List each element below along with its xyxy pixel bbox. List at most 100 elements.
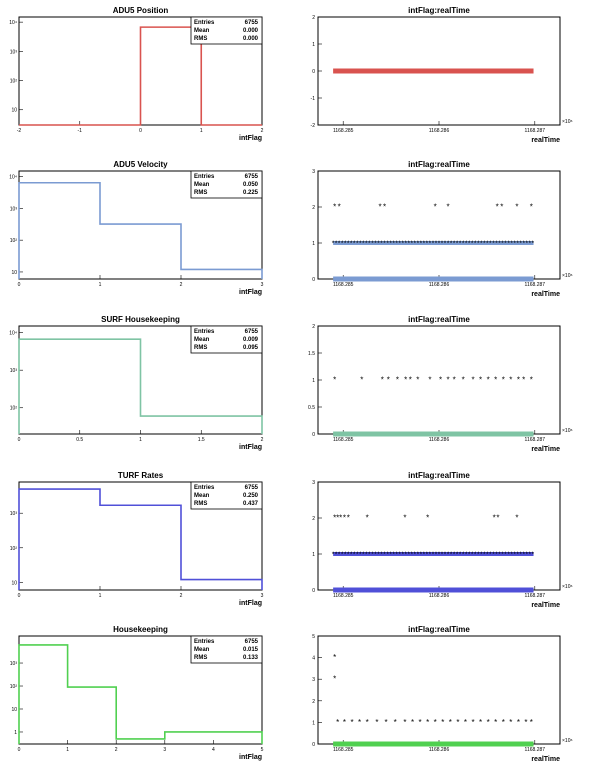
- y-tick-label: 10³: [10, 368, 18, 374]
- y-tick-label: 1: [14, 730, 17, 736]
- stats-value: 0.437: [243, 501, 259, 507]
- scatter-point: *: [522, 241, 525, 248]
- scatter-point: *: [383, 552, 386, 559]
- scatter-point: *: [439, 376, 442, 385]
- scatter-point: *: [489, 552, 492, 559]
- scatter-point: *: [471, 241, 474, 248]
- y-tick-label: 10³: [10, 49, 18, 55]
- y-tick-label: 10²: [10, 238, 18, 244]
- y-tick-label: 1: [312, 720, 315, 726]
- stats-value: 0.225: [243, 190, 259, 196]
- scatter-point: *: [530, 203, 533, 212]
- dense-points-band-zero: [333, 68, 534, 74]
- scatter-point: *: [343, 718, 346, 727]
- scatter-point: *: [504, 552, 507, 559]
- y-tick-label: 0: [312, 69, 315, 75]
- y-tick-label: 3: [312, 677, 315, 683]
- scatter-point: *: [515, 203, 518, 212]
- y-tick-label: 10²: [10, 406, 18, 412]
- stats-label: Entries: [194, 329, 215, 335]
- scatter-point: *: [525, 241, 528, 248]
- scatter-point: *: [380, 241, 383, 248]
- x-tick-label: 1168.287: [525, 437, 546, 443]
- scatter-frame: [317, 170, 561, 280]
- scatter-point: *: [401, 552, 404, 559]
- scatter-point: *: [495, 241, 498, 248]
- scatter-point: *: [383, 203, 386, 212]
- histogram-bars: [18, 338, 263, 434]
- scatter-point: *: [416, 552, 419, 559]
- scatter-point: *: [365, 241, 368, 248]
- stats-label: Entries: [194, 639, 215, 645]
- scatter-point: *: [343, 514, 346, 523]
- scatter-x-label: realTime: [531, 137, 560, 144]
- scatter-point: *: [480, 241, 483, 248]
- stats-label: Mean: [194, 337, 210, 343]
- x-tick-label: 3: [261, 282, 264, 288]
- y-tick-label: -2: [311, 123, 316, 129]
- scatter-point: *: [493, 514, 496, 523]
- y-tick-label: 3: [312, 169, 315, 175]
- x-tick-label: 1168.285: [333, 128, 354, 134]
- scatter-point: *: [394, 718, 397, 727]
- scatter-point: *: [502, 376, 505, 385]
- scatter-point: *: [453, 552, 456, 559]
- stats-box: [190, 635, 263, 664]
- scatter-point: *: [531, 241, 534, 248]
- scatter-x-label: realTime: [531, 602, 560, 609]
- y-tick-label: 2: [312, 699, 315, 705]
- x-tick-label: 4: [212, 747, 215, 753]
- scatter-point: *: [474, 552, 477, 559]
- scatter-point: *: [385, 718, 388, 727]
- stats-box: [190, 170, 263, 199]
- scatter-point: *: [347, 514, 350, 523]
- scatter-point: *: [465, 241, 468, 248]
- scatter-point: *: [362, 552, 365, 559]
- y-tick-label: 1: [312, 378, 315, 384]
- scatter-point: *: [362, 241, 365, 248]
- scatter-point: *: [525, 552, 528, 559]
- scatter-point: *: [444, 552, 447, 559]
- scatter-point: *: [395, 241, 398, 248]
- scatter-point: *: [429, 241, 432, 248]
- histogram-panel: TURF Rates 0 1 2 3 10 10² 10³ Entries 6755 Mean 0.2…: [10, 471, 264, 607]
- scatter-point: *: [339, 514, 342, 523]
- scatter-point: *: [441, 718, 444, 727]
- scatter-point: *: [531, 552, 534, 559]
- scatter-point: *: [404, 376, 407, 385]
- histogram-panel: ADU5 Velocity 0 1 2 3 10 10² 10³ 10⁴ Entries 6755 M…: [9, 160, 263, 296]
- scatter-point: *: [496, 203, 499, 212]
- scatter-point: *: [338, 552, 341, 559]
- scatter-point: *: [435, 241, 438, 248]
- scatter-point: *: [347, 552, 350, 559]
- scatter-point: *: [375, 718, 378, 727]
- scatter-point: *: [487, 718, 490, 727]
- x-tick-label: 1: [200, 128, 203, 134]
- stats-label: Mean: [194, 28, 210, 34]
- y-tick-label: 10²: [10, 79, 18, 85]
- scatter-point: *: [501, 552, 504, 559]
- dense-points-band-zero: [333, 431, 534, 437]
- y-tick-label: 2: [312, 205, 315, 211]
- scatter-point: *: [389, 241, 392, 248]
- x-tick-label: 1: [139, 437, 142, 443]
- scatter-point: *: [426, 514, 429, 523]
- scatter-point: *: [344, 241, 347, 248]
- y-tick-label: 10³: [10, 661, 18, 667]
- scatter-point: *: [438, 552, 441, 559]
- scatter-point: *: [358, 718, 361, 727]
- scatter-point: *: [360, 376, 363, 385]
- scatter-point: *: [510, 552, 513, 559]
- x-tick-label: 1.5: [198, 437, 205, 443]
- x-tick-label: 2: [261, 128, 264, 134]
- scatter-point: *: [530, 718, 533, 727]
- scatter-point: *: [386, 552, 389, 559]
- scatter-point: *: [479, 718, 482, 727]
- dense-points-band-zero: [333, 276, 534, 282]
- scatter-point: *: [413, 241, 416, 248]
- scatter-point: *: [336, 514, 339, 523]
- scatter-point: *: [516, 241, 519, 248]
- scatter-point: *: [441, 241, 444, 248]
- x-tick-label: 1168.287: [525, 282, 546, 288]
- y-tick-label: 0: [312, 742, 315, 748]
